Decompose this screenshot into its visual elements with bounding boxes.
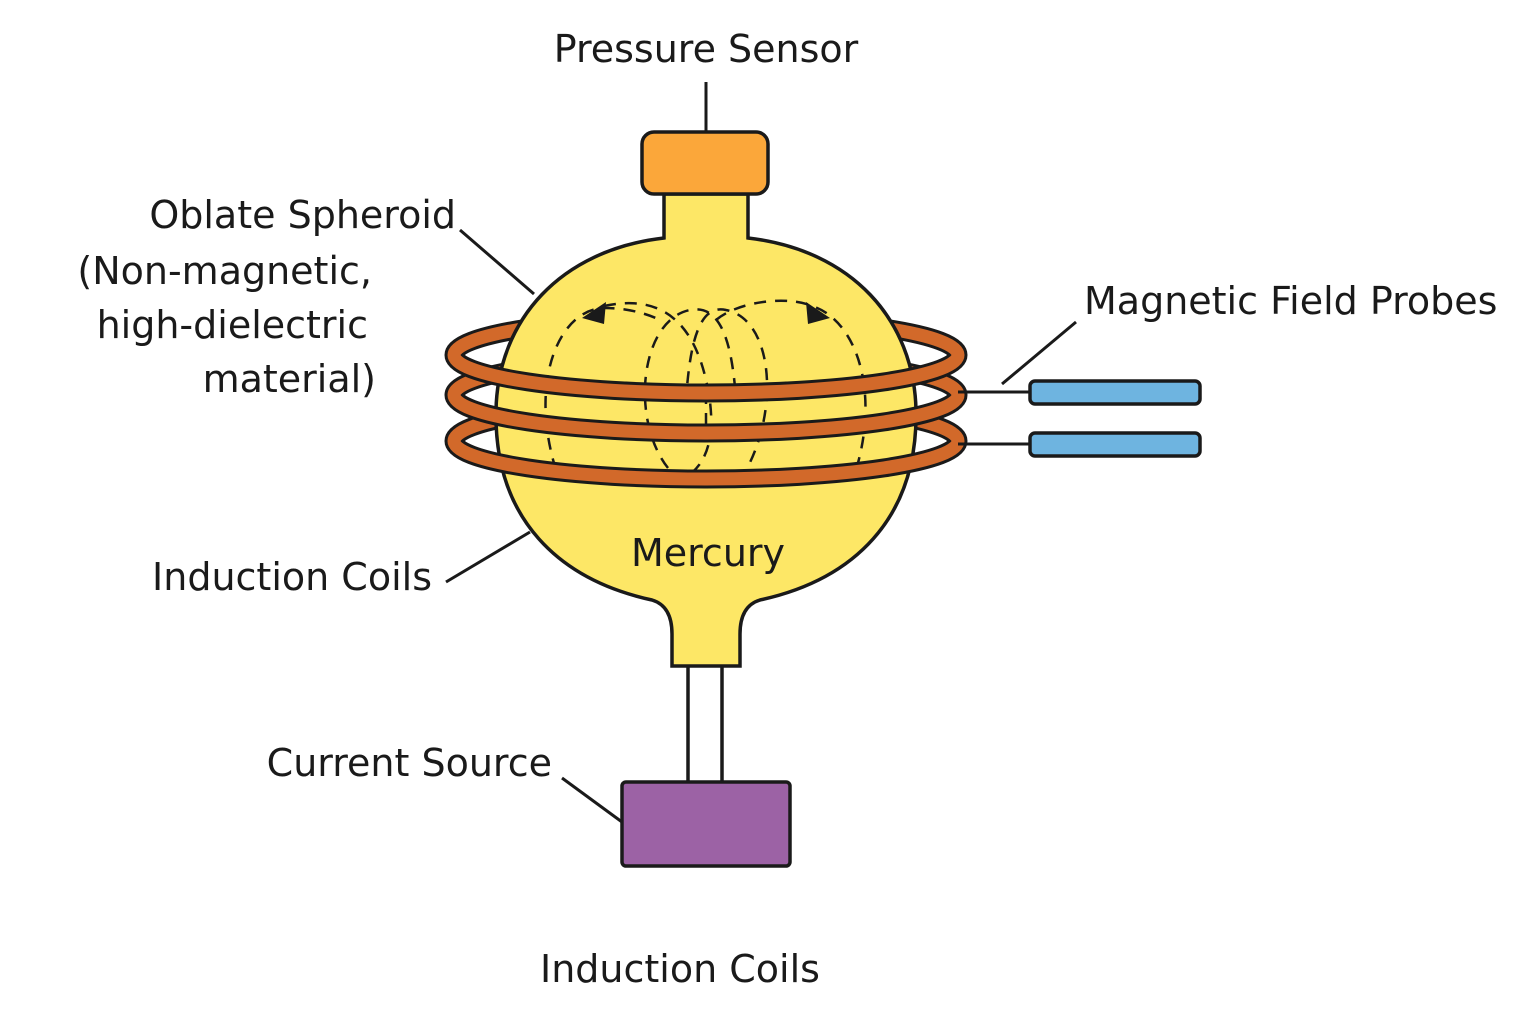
label-oblate-spheroid-line3: high-dielectric — [97, 303, 368, 347]
flow-arrow-right-icon — [806, 302, 830, 324]
induction-coils-front — [444, 352, 968, 489]
magnetic-field-probes — [958, 379, 1202, 458]
current-source — [620, 780, 792, 868]
label-induction-coils-side: Induction Coils — [152, 555, 432, 599]
field-probe-lower — [1028, 431, 1202, 458]
label-magnetic-field-probes: Magnetic Field Probes — [1084, 279, 1497, 323]
label-oblate-spheroid-line4: material) — [203, 357, 376, 401]
label-current-source: Current Source — [267, 741, 552, 785]
current-source-leader — [561, 776, 623, 824]
label-oblate-spheroid-line2: (Non-magneti̇c, — [77, 249, 372, 293]
label-induction-coils-bottom: Induction Coils — [540, 947, 820, 991]
magnetic-field-probes-leader — [1001, 320, 1077, 386]
current-source-wires — [686, 664, 724, 784]
flow-arrow-left-icon — [582, 302, 606, 324]
oblate-spheroid-leader — [459, 228, 535, 296]
label-mercury: Mercury — [631, 531, 785, 575]
label-oblate-spheroid-line1: Oblate Spheroi̇d — [149, 193, 456, 237]
field-probe-upper — [1028, 379, 1202, 406]
pressure-sensor — [640, 130, 770, 196]
induction-coils-leader — [445, 530, 531, 584]
label-pressure-sensor: Pressure Sensor — [554, 27, 859, 71]
